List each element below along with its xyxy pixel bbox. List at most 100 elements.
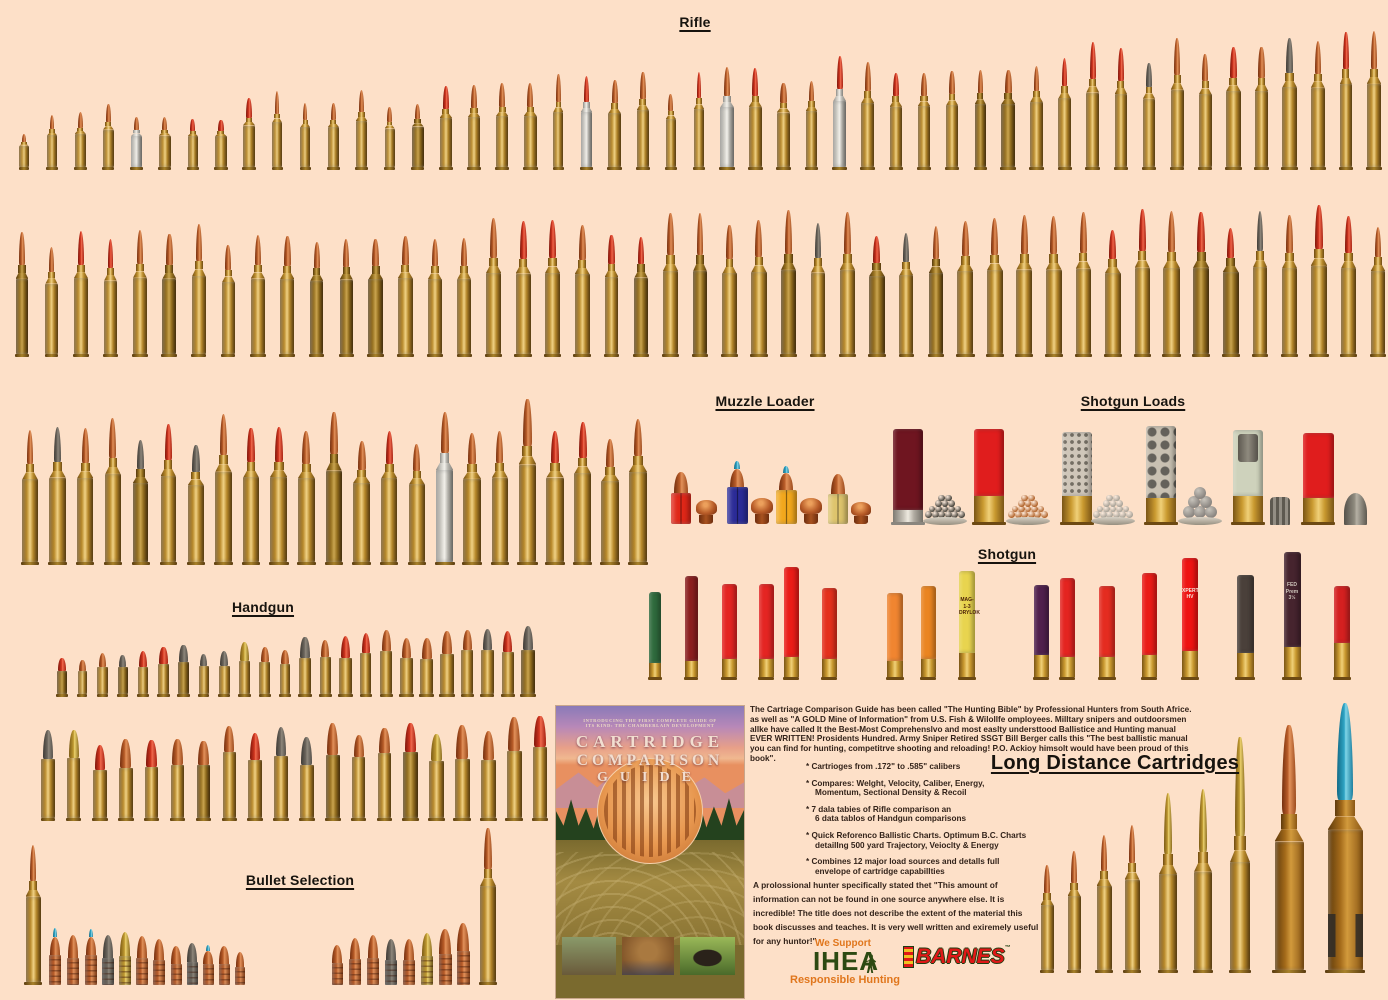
cartridge-neck: [1167, 252, 1177, 261]
cartridge-case: [628, 471, 648, 562]
cartridge-rim: [399, 693, 414, 697]
cartridge-shoulder: [381, 471, 398, 479]
cartridge-rim: [18, 166, 30, 170]
shell-brass-base: [1334, 643, 1350, 677]
shotgun-shell: [1235, 575, 1255, 680]
cartridge-shoulder: [187, 133, 198, 137]
cartridge-neck: [611, 103, 619, 109]
shot-pellet: [1125, 511, 1133, 518]
bullet-tip: [696, 71, 702, 99]
bullet-tip: [29, 845, 37, 882]
bullet-body: [102, 957, 114, 985]
cartridge-case: [1339, 84, 1353, 167]
cartridge-shoulder: [693, 104, 705, 110]
bullet-body: [67, 957, 79, 985]
cartridge-neck: [1201, 81, 1209, 89]
cartridge-case: [440, 654, 454, 694]
shell-hull: [758, 584, 774, 659]
cartridge-case: [274, 755, 288, 818]
rifle-cartridge: [664, 94, 677, 170]
bullet-body: [331, 963, 343, 985]
cartridge-rim: [96, 693, 109, 697]
cartridge-shoulder: [722, 266, 737, 274]
cartridge-case: [384, 128, 395, 167]
long-distance-cartridge: [1039, 865, 1055, 973]
handgun-cartridge: [221, 725, 237, 821]
cartridge-case: [144, 766, 159, 818]
cartridge-rim: [351, 817, 367, 821]
shell-rim: [1231, 522, 1265, 525]
cartridge-shoulder: [192, 269, 206, 276]
rifle-cartridge: [279, 236, 296, 357]
cartridge-rim: [278, 693, 291, 697]
cartridge-rim: [48, 561, 67, 565]
cartridge-shoulder: [899, 269, 914, 276]
shot-pellet: [1093, 511, 1101, 518]
shell-hull: [887, 593, 903, 661]
shot-pile: [1006, 494, 1050, 525]
bullet-tip: [864, 62, 871, 92]
rifle-cartridge: [18, 133, 30, 170]
shot-pellet: [1112, 511, 1120, 518]
rifle-cartridge: [102, 103, 115, 170]
cartridge-neck: [583, 101, 590, 108]
cartridge-case: [1222, 272, 1239, 354]
shot-pellet: [948, 505, 955, 513]
feature-item: Quick Reforenco Ballistic Charts. Optimu…: [806, 831, 1068, 850]
shell-rim: [648, 677, 662, 680]
cartridge-rim: [161, 353, 178, 357]
handgun-cartridge: [56, 657, 68, 697]
cartridge-neck: [550, 462, 560, 471]
bullet: [136, 936, 148, 985]
cartridge-case: [259, 661, 270, 694]
cartridge-rim: [439, 693, 455, 697]
cartridge-shoulder: [1198, 88, 1212, 95]
cartridge-case: [429, 761, 444, 818]
handgun-cartridge: [298, 737, 316, 821]
cartridge-shoulder: [601, 474, 620, 482]
cartridge-rim: [867, 353, 886, 357]
cartridge-neck: [1369, 68, 1379, 77]
cartridge-neck: [725, 258, 734, 267]
cartridge-rim: [46, 166, 58, 170]
cartridge-neck: [302, 119, 308, 124]
shot-pellet: [1182, 506, 1195, 518]
cartridge-case: [1193, 267, 1210, 354]
book-title-line2: COMPARISON: [576, 751, 724, 769]
bullet-tip: [327, 722, 339, 756]
cartridge-rim: [1074, 353, 1092, 357]
bullet-tip: [219, 651, 229, 667]
cartridge-case: [131, 135, 142, 167]
rifle-cartridge: [721, 224, 738, 357]
cartridge-rim: [411, 166, 425, 170]
cartridge-neck: [518, 258, 528, 267]
bullet-tip: [138, 651, 148, 667]
mushroomed-bullet-base: [699, 514, 713, 524]
rifle-cartridge: [44, 247, 59, 357]
rifle-cartridge: [692, 71, 705, 170]
shot-pellet: [1040, 511, 1048, 518]
cartridge-case: [839, 269, 856, 354]
cartridge-rim: [298, 693, 313, 697]
cartridge-neck: [246, 462, 256, 471]
bullet-tip: [785, 210, 792, 254]
cartridge-case: [1096, 886, 1112, 970]
rifle-magnum-cartridge: [545, 430, 565, 565]
handgun-cartridge: [359, 633, 373, 697]
cartridge-case: [250, 278, 265, 354]
cartridge-case: [238, 661, 251, 694]
cartridge-shoulder: [222, 276, 235, 283]
bullet-tip: [611, 79, 618, 104]
bullet-tip: [633, 418, 643, 456]
bullet-tip: [401, 235, 409, 265]
cartridge-case: [297, 478, 315, 562]
rifle-cartridge: [1281, 37, 1299, 170]
shot-pellet: [1116, 505, 1123, 513]
cartridge-neck: [1061, 86, 1069, 93]
cartridge-rim: [633, 353, 649, 357]
cartridge-shoulder: [45, 278, 58, 284]
cartridge-rim: [402, 817, 419, 821]
bullet: [331, 945, 343, 985]
cartridge-shoulder: [1058, 92, 1071, 99]
cartridge-shoulder: [1339, 77, 1353, 85]
